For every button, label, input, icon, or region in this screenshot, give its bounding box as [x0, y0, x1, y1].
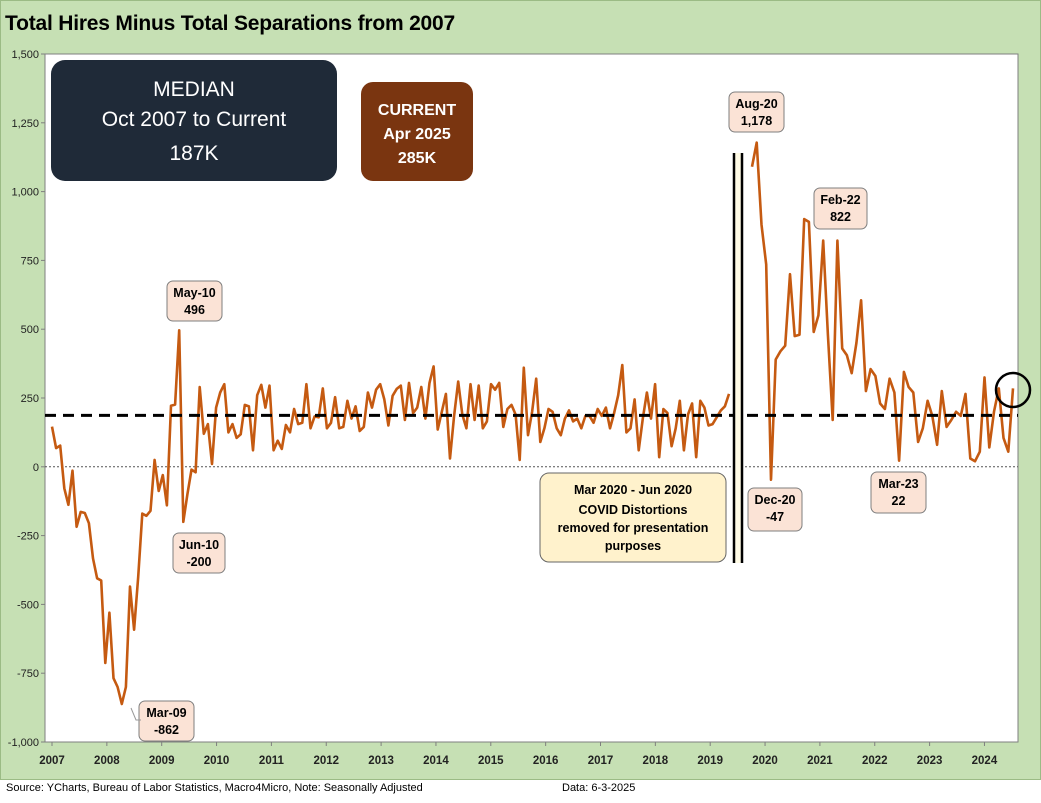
- x-tick-label: 2023: [917, 755, 943, 767]
- covid-note-line1: Mar 2020 - Jun 2020: [574, 483, 692, 497]
- x-tick-label: 2017: [588, 755, 614, 767]
- median-box-title: MEDIAN: [153, 78, 235, 101]
- annotation-label: Feb-22: [820, 193, 860, 207]
- x-tick-label: 2019: [697, 755, 723, 767]
- data-date: Data: 6-3-2025: [562, 782, 636, 794]
- annotation-value: 22: [892, 494, 906, 508]
- current-box: CURRENT Apr 2025 285K: [361, 82, 473, 181]
- chart-title: Total Hires Minus Total Separations from…: [5, 12, 455, 35]
- covid-note-line4: purposes: [605, 539, 661, 553]
- annotation-value: -862: [154, 723, 179, 737]
- annotation-dec-20: Dec-20 -47: [747, 487, 803, 532]
- annotation-label: Mar-09: [146, 706, 186, 720]
- y-tick-label: -250: [17, 531, 39, 543]
- annotation-mar-23: Mar-23 22: [870, 471, 927, 514]
- annotation-label: Dec-20: [755, 493, 796, 507]
- x-tick-label: 2014: [423, 755, 449, 767]
- y-tick-label: 1,500: [11, 49, 39, 61]
- chart-svg: -1,000 -750 -500 -250 0 250 500 750 1,000 1,250 1,…: [8, 49, 1032, 767]
- mar-09-leader: [130, 707, 141, 721]
- current-point-marker: [994, 371, 1032, 409]
- annotation-value: 822: [830, 210, 851, 224]
- y-axis: -1,000 -750 -500 -250 0 250 500 750 1,000 1,250 1,…: [8, 49, 45, 749]
- annotation-label: Jun-10: [179, 538, 219, 552]
- annotation-label: May-10: [173, 286, 215, 300]
- x-tick-label: 2022: [862, 755, 888, 767]
- annotations: May-10 496 Jun-10 -200 Mar-09 -862 Aug-20 1,178…: [130, 91, 927, 742]
- y-tick-label: 250: [21, 393, 39, 405]
- x-tick-label: 2024: [972, 755, 998, 767]
- footer: Source: YCharts, Bureau of Labor Statist…: [0, 780, 1041, 803]
- y-tick-label: -500: [17, 599, 39, 611]
- x-tick-label: 2010: [204, 755, 230, 767]
- median-box-value: 187K: [169, 142, 218, 165]
- current-box-period: Apr 2025: [383, 126, 451, 143]
- y-tick-label: 750: [21, 255, 39, 267]
- annotation-label: Mar-23: [878, 477, 918, 491]
- series-line-post-covid: [750, 141, 1015, 482]
- source-note: Source: YCharts, Bureau of Labor Statist…: [6, 782, 423, 794]
- annotation-mar-09: Mar-09 -862: [138, 700, 195, 742]
- median-box-period: Oct 2007 to Current: [102, 108, 287, 131]
- x-tick-label: 2013: [368, 755, 394, 767]
- y-tick-label: -1,000: [8, 737, 39, 749]
- x-tick-label: 2011: [259, 755, 285, 767]
- annotation-value: -47: [766, 510, 784, 524]
- annotation-value: 496: [184, 303, 205, 317]
- covid-break-marker: [732, 153, 744, 563]
- x-tick-label: 2009: [149, 755, 175, 767]
- x-tick-label: 2016: [533, 755, 559, 767]
- x-tick-label: 2015: [478, 755, 504, 767]
- series-group: [50, 141, 1015, 706]
- covid-note-line2: COVID Distortions: [578, 503, 687, 517]
- current-box-value: 285K: [398, 150, 437, 167]
- annotation-feb-22: Feb-22 822: [813, 187, 868, 230]
- x-tick-label: 2007: [39, 755, 65, 767]
- annotation-aug-20: Aug-20 1,178: [728, 91, 785, 133]
- y-tick-label: 1,000: [11, 187, 39, 199]
- y-tick-label: 0: [33, 462, 39, 474]
- series-line-pre-covid: [50, 328, 731, 706]
- current-box-title: CURRENT: [378, 102, 456, 119]
- y-tick-label: 500: [21, 324, 39, 336]
- annotation-jun-10: Jun-10 -200: [172, 532, 226, 574]
- x-tick-label: 2008: [94, 755, 120, 767]
- x-tick-label: 2018: [643, 755, 669, 767]
- y-tick-label: -750: [17, 668, 39, 680]
- median-box: MEDIAN Oct 2007 to Current 187K: [51, 60, 337, 181]
- x-tick-label: 2020: [752, 755, 778, 767]
- x-tick-label: 2021: [807, 755, 833, 767]
- annotation-may-10: May-10 496: [166, 280, 223, 322]
- y-tick-label: 1,250: [11, 118, 39, 130]
- x-tick-label: 2012: [313, 755, 339, 767]
- covid-note-line3: removed for presentation: [558, 521, 709, 535]
- annotation-value: -200: [186, 555, 211, 569]
- covid-note: Mar 2020 - Jun 2020 COVID Distortions re…: [539, 472, 727, 563]
- x-axis: 2007 2008 2009 2010 2011 2012 2013 2014 2015 2016…: [39, 742, 998, 767]
- annotation-label: Aug-20: [735, 97, 777, 111]
- annotation-value: 1,178: [741, 114, 772, 128]
